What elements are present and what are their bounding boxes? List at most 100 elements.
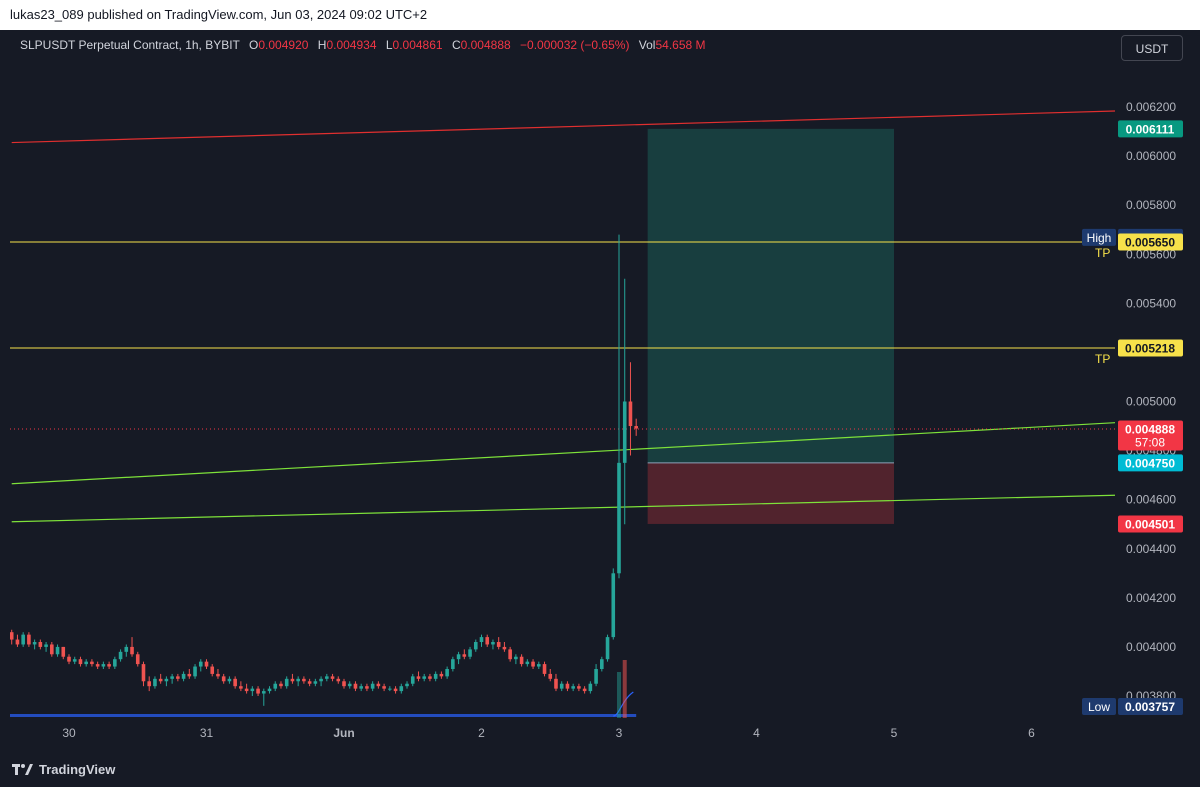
candle bbox=[588, 681, 593, 694]
volume-bar bbox=[622, 660, 627, 718]
price-label-value: 0.004501 bbox=[1125, 517, 1175, 531]
candle-body bbox=[571, 686, 575, 689]
price-label-value: 0.004750 bbox=[1125, 456, 1175, 470]
candle-body bbox=[439, 673, 444, 677]
candle-body bbox=[347, 683, 352, 687]
price-tag-bg bbox=[1082, 698, 1116, 716]
candle-body bbox=[594, 669, 598, 684]
published-text: lukas23_089 published on TradingView.com… bbox=[10, 7, 428, 22]
candle-body bbox=[531, 661, 535, 667]
candle bbox=[376, 681, 381, 689]
candle-body bbox=[302, 678, 306, 682]
x-tick-label: 3 bbox=[616, 726, 623, 740]
x-tick-label: 5 bbox=[891, 726, 898, 740]
candle-body bbox=[227, 678, 232, 682]
candle bbox=[416, 671, 421, 682]
candle-body bbox=[536, 664, 541, 667]
candle bbox=[244, 683, 249, 694]
candle-body bbox=[290, 678, 295, 682]
trend-line-green-2 bbox=[11, 422, 1115, 485]
price-label-bg bbox=[1118, 454, 1183, 472]
candle-body bbox=[428, 676, 432, 679]
volume-ma-line bbox=[613, 691, 634, 717]
candle-body bbox=[204, 661, 209, 667]
candle-body bbox=[313, 681, 318, 684]
candle-body bbox=[525, 661, 530, 665]
candle bbox=[107, 661, 111, 670]
candle bbox=[594, 664, 598, 687]
candle bbox=[101, 661, 106, 670]
price-label-value: 0.005218 bbox=[1125, 341, 1175, 355]
trend-line-green-3 bbox=[11, 494, 1115, 523]
candle-body bbox=[44, 644, 48, 647]
candle-body bbox=[90, 661, 94, 665]
candle bbox=[284, 676, 289, 689]
price-label: 0.003757 Low bbox=[1082, 698, 1183, 716]
candle bbox=[44, 642, 48, 652]
candle-body bbox=[514, 656, 518, 660]
candle bbox=[233, 676, 237, 689]
candle bbox=[158, 673, 163, 684]
candle bbox=[141, 661, 146, 687]
tradingview-logo-icon bbox=[12, 764, 33, 775]
volume-bar bbox=[617, 672, 621, 718]
candle bbox=[370, 681, 375, 692]
y-tick-label: 0.004200 bbox=[1126, 591, 1176, 605]
candle-body bbox=[508, 649, 512, 660]
candle-body bbox=[84, 661, 88, 665]
candle bbox=[307, 678, 312, 687]
tradingview-branding[interactable]: TradingView bbox=[12, 760, 115, 778]
candle-body bbox=[164, 678, 169, 682]
symbol-title: SLPUSDT Perpetual Contract, 1h, BYBIT bbox=[20, 38, 240, 52]
x-tick-label: 30 bbox=[62, 726, 76, 740]
candle-body bbox=[605, 637, 610, 660]
x-tick-label: Jun bbox=[333, 726, 354, 740]
candle-body bbox=[422, 676, 427, 679]
candle-body bbox=[198, 661, 203, 667]
candle-body bbox=[600, 659, 604, 670]
candle bbox=[634, 418, 638, 436]
publisher-bar: lukas23_089 published on TradingView.com… bbox=[0, 0, 1200, 30]
candle bbox=[135, 651, 140, 667]
candle-body bbox=[445, 669, 449, 677]
candle bbox=[313, 678, 318, 687]
candle-body bbox=[393, 688, 398, 692]
candle bbox=[153, 676, 157, 689]
candle-body bbox=[416, 676, 421, 679]
price-label-value: 0.003757 bbox=[1125, 700, 1175, 714]
candle-body bbox=[187, 673, 192, 677]
candle bbox=[15, 634, 20, 647]
candle bbox=[393, 686, 398, 694]
chart-area[interactable] bbox=[10, 30, 1190, 748]
candle bbox=[548, 669, 553, 682]
volume-value: 54.658 M bbox=[655, 38, 706, 52]
candle-body bbox=[359, 686, 363, 689]
candle-body bbox=[502, 646, 507, 650]
candle-body bbox=[216, 673, 220, 677]
y-tick-label: 0.005800 bbox=[1126, 198, 1176, 212]
candle bbox=[382, 683, 386, 692]
candle bbox=[319, 676, 323, 687]
candle bbox=[388, 686, 392, 692]
candle-body bbox=[554, 678, 558, 689]
candle-body bbox=[548, 673, 553, 679]
candle bbox=[405, 681, 409, 689]
candle bbox=[176, 673, 180, 682]
candle-body bbox=[462, 654, 467, 657]
tradingview-brand-text: TradingView bbox=[39, 761, 116, 777]
currency-button[interactable]: USDT bbox=[1121, 35, 1183, 61]
candle-body bbox=[273, 683, 278, 689]
candle bbox=[273, 681, 278, 692]
candle bbox=[342, 678, 346, 689]
y-tick-label: 0.005600 bbox=[1126, 247, 1176, 261]
price-label-bg bbox=[1118, 339, 1183, 357]
candle-body bbox=[221, 676, 226, 682]
high-label: H bbox=[317, 38, 327, 52]
candle bbox=[187, 669, 192, 679]
candle bbox=[554, 673, 558, 692]
candle bbox=[525, 659, 530, 667]
candle-body bbox=[611, 573, 616, 638]
candle bbox=[95, 661, 100, 670]
candle bbox=[193, 664, 197, 679]
